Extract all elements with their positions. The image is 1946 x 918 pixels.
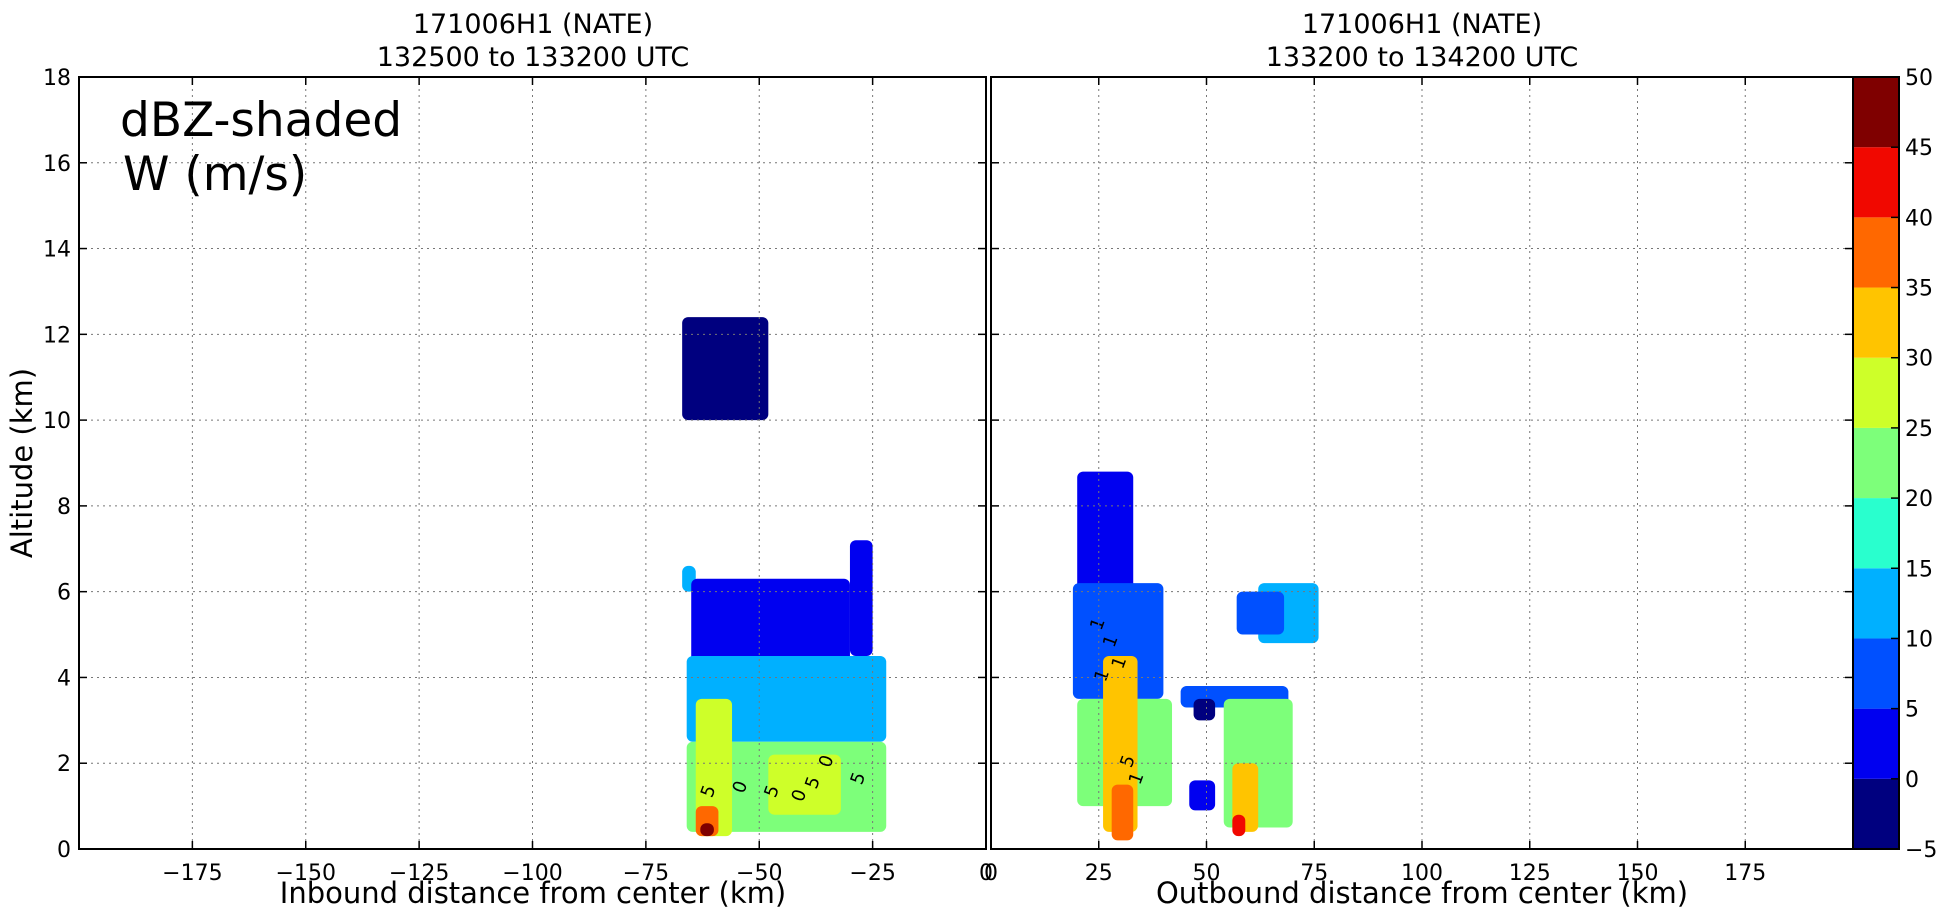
left-x-tick-label: −175 (162, 861, 222, 886)
colorbar: −5 0 5 10 15 20 25 30 35 40 45 50 (1852, 66, 1937, 863)
right-reflectivity-region (1236, 591, 1285, 635)
right-x-tick-label: 125 (1509, 861, 1551, 886)
colorbar-level (1853, 287, 1899, 358)
y-tick-label: 0 (57, 838, 71, 863)
right-x-tick-label: 0 (984, 861, 998, 886)
colorbar-level (1853, 638, 1899, 709)
right-subtitle: 133200 to 134200 UTC (1266, 42, 1579, 73)
right-x-tick-label: 100 (1401, 861, 1443, 886)
right-x-tick-label: 50 (1193, 861, 1221, 886)
right-x-tick-label: 175 (1724, 861, 1766, 886)
colorbar-level (1853, 498, 1899, 569)
y-tick-label: 4 (57, 666, 71, 691)
colorbar-tick-label: 30 (1905, 347, 1933, 372)
right-reflectivity-region (1072, 583, 1164, 699)
left-x-tick-label: −150 (276, 861, 336, 886)
colorbar-level (1853, 427, 1899, 499)
colorbar-tick-label: 10 (1905, 627, 1933, 652)
colorbar-tick-label: 15 (1905, 557, 1933, 582)
left-x-tick-label: −125 (389, 861, 449, 886)
y-tick-label: 10 (43, 409, 71, 434)
colorbar-tick-label: 25 (1905, 417, 1933, 442)
y-tick-label: 6 (57, 581, 71, 606)
left-reflectivity-region (695, 698, 733, 837)
right-reflectivity-region (1111, 784, 1134, 841)
right-reflectivity-region (1077, 471, 1134, 614)
left-x-axis-label: Inbound distance from center (km) (280, 876, 786, 910)
y-tick-label: 14 (43, 238, 71, 263)
right-reflectivity-region (1189, 780, 1216, 811)
colorbar-tick-label: 40 (1905, 206, 1933, 231)
colorbar-tick-label: 5 (1905, 698, 1919, 723)
left-x-tick-label: 0 (979, 861, 993, 886)
left-x-tick-label: −100 (502, 861, 562, 886)
left-x-tick-label: −50 (736, 861, 782, 886)
left-title: 171006H1 (NATE) (413, 9, 653, 40)
colorbar-level (1853, 568, 1899, 639)
colorbar-level (1853, 147, 1899, 218)
y-tick-label: 18 (43, 66, 71, 91)
right-reflectivity-region (1232, 814, 1246, 837)
right-x-tick-label: 75 (1300, 861, 1328, 886)
left-reflectivity-region (682, 317, 769, 421)
y-tick-label: 8 (57, 495, 71, 520)
colorbar-level (1853, 357, 1899, 428)
y-tick-label: 2 (57, 752, 71, 777)
right-reflectivity-region (1193, 698, 1216, 721)
colorbar-tick-label: 20 (1905, 487, 1933, 512)
left-reflectivity-region (768, 754, 841, 815)
left-reflectivity-region (691, 578, 850, 678)
y-axis-label: Altitude (km) (5, 368, 39, 558)
colorbar-level (1853, 217, 1899, 288)
left-annotation-line-1: dBZ-shaded (120, 93, 402, 148)
colorbar-tick-label: 0 (1905, 768, 1919, 793)
colorbar-tick-label: 45 (1905, 136, 1933, 161)
right-panel: 171006H1 (NATE) 133200 to 134200 UTC 111… (984, 9, 1854, 910)
colorbar-level (1853, 77, 1899, 148)
y-tick-label: 12 (43, 323, 71, 348)
colorbar-level (1853, 708, 1899, 779)
left-reflectivity-region (700, 823, 714, 837)
left-x-tick-label: −25 (849, 861, 895, 886)
colorbar-tick-label: 35 (1905, 277, 1933, 302)
colorbar-level (1853, 778, 1899, 849)
colorbar-frame (1852, 76, 1900, 850)
right-x-axis-label: Outbound distance from center (km) (1156, 876, 1688, 910)
right-x-tick-label: 150 (1617, 861, 1659, 886)
y-tick-label: 16 (43, 152, 71, 177)
left-subtitle: 132500 to 133200 UTC (377, 42, 690, 73)
colorbar-tick-label: 50 (1905, 66, 1933, 91)
left-x-tick-label: −75 (623, 861, 669, 886)
right-x-tick-label: 25 (1085, 861, 1113, 886)
left-reflectivity-region (849, 540, 873, 656)
colorbar-tick-label: −5 (1905, 838, 1937, 863)
right-title: 171006H1 (NATE) (1302, 9, 1542, 40)
left-annotation-line-2: W (m/s) (123, 147, 307, 202)
